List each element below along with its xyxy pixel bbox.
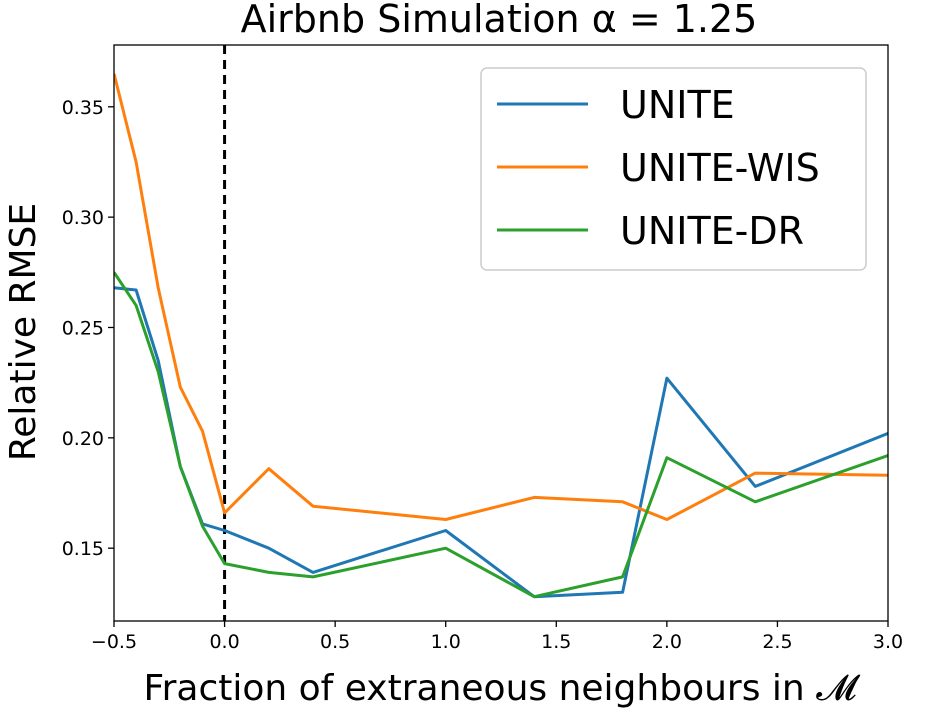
plot-area — [114, 45, 888, 621]
legend-box — [480, 67, 867, 271]
y-axis: 0.15 0.20 0.25 0.30 0.35 — [62, 97, 114, 560]
y-tick-label: 0.30 — [62, 207, 104, 229]
series-line-2 — [114, 73, 888, 521]
x-tick-label: 2.5 — [762, 631, 792, 653]
y-tick-label: 0.20 — [62, 428, 104, 450]
y-tick-label: 0.15 — [62, 538, 104, 560]
y-axis-label: Relative RMSE — [3, 203, 44, 461]
y-tick-label: 0.35 — [62, 97, 104, 119]
chart-title: Airbnb Simulation α = 1.25 — [241, 0, 758, 41]
x-tick-label: 1.0 — [431, 631, 461, 653]
x-tick-label: 0.0 — [209, 631, 239, 653]
x-axis-label: Fraction of extraneous neighbours in 𝓜 — [144, 668, 862, 709]
legend-label: UNITE — [620, 83, 735, 127]
x-tick-label: 1.5 — [541, 631, 571, 653]
x-axis: −0.5 0.0 0.5 1.0 1.5 2.0 2.5 3.0 — [91, 621, 903, 653]
legend-label: UNITE-WIS — [620, 146, 820, 190]
x-tick-label: 2.0 — [652, 631, 682, 653]
legend-label: UNITE-DR — [620, 209, 804, 253]
series-line-1 — [114, 286, 888, 599]
series-line-3 — [114, 271, 888, 599]
legend: UNITE UNITE-WIS UNITE-DR — [480, 67, 867, 271]
plot-frame — [113, 44, 889, 622]
x-tick-label: 3.0 — [873, 631, 903, 653]
x-tick-label: 0.5 — [320, 631, 350, 653]
x-tick-label: −0.5 — [91, 631, 137, 653]
y-tick-label: 0.25 — [62, 317, 104, 339]
